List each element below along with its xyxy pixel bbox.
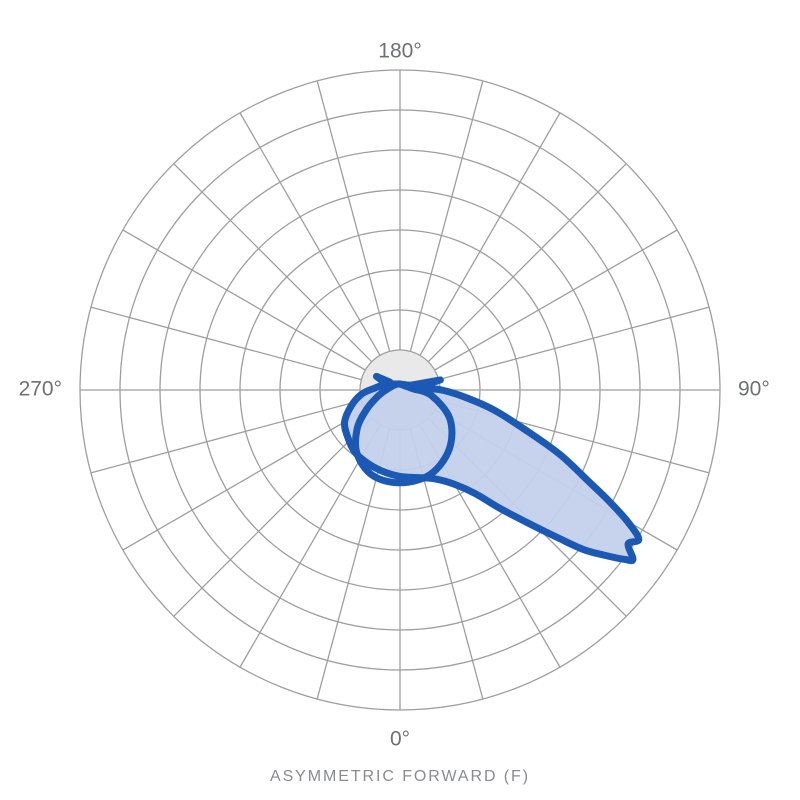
- grid-spoke: [435, 230, 677, 370]
- grid-spoke: [240, 113, 380, 355]
- grid-spoke: [439, 307, 709, 379]
- axis-label: 270°: [19, 378, 62, 401]
- grid-spoke: [174, 418, 372, 616]
- main-lobe: [344, 384, 638, 561]
- grid-spoke: [420, 113, 560, 355]
- axis-label: 90°: [738, 378, 770, 401]
- axis-label: 180°: [378, 40, 421, 63]
- light-distribution-lobes: [344, 376, 638, 560]
- chart-caption: ASYMMETRIC FORWARD (F): [0, 768, 800, 786]
- grid-spoke: [123, 230, 365, 370]
- grid-spoke: [410, 81, 482, 351]
- grid-spoke: [428, 164, 626, 362]
- grid-spoke: [91, 307, 361, 379]
- polar-chart-svg: 180° 90° 0° 270°: [0, 0, 800, 800]
- polar-chart-container: 180° 90° 0° 270° ASYMMETRIC FORWARD (F): [0, 0, 800, 800]
- grid-spoke: [91, 400, 361, 472]
- axis-label: 0°: [390, 728, 410, 751]
- grid-spoke: [317, 81, 389, 351]
- grid-spoke: [174, 164, 372, 362]
- grid-spoke: [123, 410, 365, 550]
